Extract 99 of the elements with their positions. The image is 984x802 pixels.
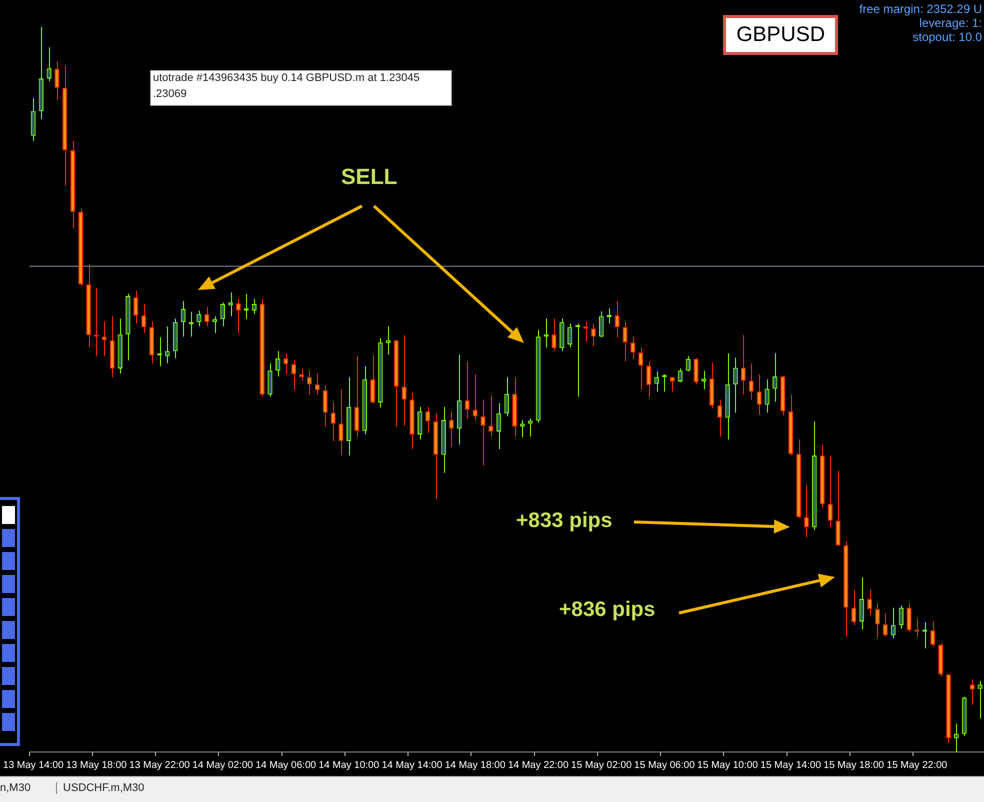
candlestick — [472, 374, 478, 422]
x-tick-label: 15 May 22:00 — [886, 760, 948, 771]
candlestick — [859, 576, 864, 630]
candlestick — [678, 368, 683, 383]
x-tick-label: 14 May 02:00 — [192, 760, 254, 771]
x-tick-label: 13 May 14:00 — [2, 760, 64, 771]
candlestick — [528, 418, 533, 438]
x-tick-label: 14 May 14:00 — [382, 760, 443, 771]
candlestick — [228, 292, 233, 317]
candlestick — [496, 402, 502, 450]
candlestick — [875, 602, 880, 639]
candlestick — [425, 406, 430, 434]
x-tick-label: 14 May 06:00 — [255, 760, 316, 771]
candlestick — [307, 370, 312, 396]
candlestick — [772, 352, 778, 402]
x-tick-label: 15 May 10:00 — [697, 760, 758, 771]
candlestick — [165, 326, 170, 364]
candlestick — [464, 360, 470, 419]
candlestick — [591, 323, 596, 346]
candlestick — [196, 310, 202, 327]
candlestick — [851, 589, 856, 626]
candlestick — [204, 306, 210, 327]
text: USDCHF.m,M30 — [56, 782, 144, 794]
candlestick — [322, 384, 328, 427]
x-tick-label: 13 May 22:00 — [129, 760, 190, 771]
candlestick — [220, 302, 226, 327]
candlestick — [212, 316, 218, 334]
candlestick — [338, 389, 344, 456]
candlestick — [46, 46, 52, 82]
candlestick — [686, 356, 691, 372]
x-tick-label: 15 May 14:00 — [760, 760, 822, 771]
candlestick — [418, 406, 422, 440]
candlestick — [898, 605, 904, 630]
candlestick — [890, 607, 896, 639]
candlestick — [252, 298, 257, 315]
candlestick — [520, 419, 525, 438]
annotation: .23069 — [153, 88, 187, 100]
candlestick — [654, 370, 659, 392]
candlestick — [978, 680, 982, 720]
candlestick — [717, 399, 722, 438]
candlestick — [180, 300, 186, 338]
annotation: +833 pips — [516, 509, 612, 533]
candlestick — [906, 602, 912, 632]
annotation: +836 pips — [559, 598, 656, 622]
candlestick — [133, 290, 138, 324]
candlestick — [867, 589, 872, 616]
candlestick — [480, 399, 486, 466]
candlestick — [268, 362, 272, 398]
text: free margin: 2352.29 U — [859, 2, 982, 16]
candlestick — [236, 298, 241, 334]
candlestick — [638, 346, 644, 390]
candlestick — [370, 354, 375, 404]
candlestick — [244, 293, 249, 320]
candlestick — [488, 394, 494, 438]
candlestick — [883, 613, 888, 638]
candlestick — [567, 323, 572, 348]
x-tick-label: 14 May 10:00 — [318, 760, 380, 771]
text: n,M30 — [0, 782, 31, 794]
candlestick — [622, 322, 628, 362]
candlestick — [670, 376, 675, 392]
candlestick — [30, 98, 36, 142]
candlestick — [449, 410, 454, 448]
candlestick — [330, 401, 336, 442]
annotation: leverage: 1: — [919, 16, 982, 30]
x-tick-label: 15 May 02:00 — [571, 760, 632, 771]
candlestick — [741, 334, 746, 396]
candlestick — [606, 308, 612, 324]
annotation: utotrade #143963435 buy 0.14 GBPUSD.m at 1.23045 — [153, 72, 420, 84]
candlestick — [756, 374, 762, 416]
candlestick — [733, 357, 738, 414]
candlestick — [764, 378, 770, 414]
annotation: SELL — [341, 164, 398, 190]
candlestick — [930, 621, 936, 648]
candlestick — [646, 360, 652, 398]
candlestick — [804, 484, 809, 538]
x-tick-label: 14 May 18:00 — [444, 760, 506, 771]
candlestick — [954, 723, 959, 752]
x-tick-label: 13 May 18:00 — [66, 760, 128, 771]
candlestick — [504, 376, 510, 417]
candlestick — [614, 300, 620, 338]
candlestick — [702, 370, 706, 390]
candlestick — [386, 326, 391, 356]
candlestick — [402, 334, 406, 426]
candlestick — [630, 336, 636, 360]
candlestick — [836, 470, 840, 547]
candlestick — [694, 357, 698, 385]
annotation: stopout: 10.0 — [912, 30, 982, 44]
candlestick — [552, 318, 556, 352]
candlestick — [141, 303, 146, 334]
chart-title: GBPUSD — [723, 15, 838, 55]
x-tick-label: 14 May 22:00 — [508, 760, 569, 771]
candlestick — [598, 310, 604, 338]
candlestick — [54, 61, 60, 101]
candlestick — [291, 360, 296, 391]
x-tick-label: 15 May 18:00 — [824, 760, 885, 771]
candlestick — [188, 311, 194, 338]
x-tick-label: 15 May 06:00 — [634, 760, 696, 771]
candlestick — [354, 356, 360, 438]
candlestick — [828, 454, 833, 528]
